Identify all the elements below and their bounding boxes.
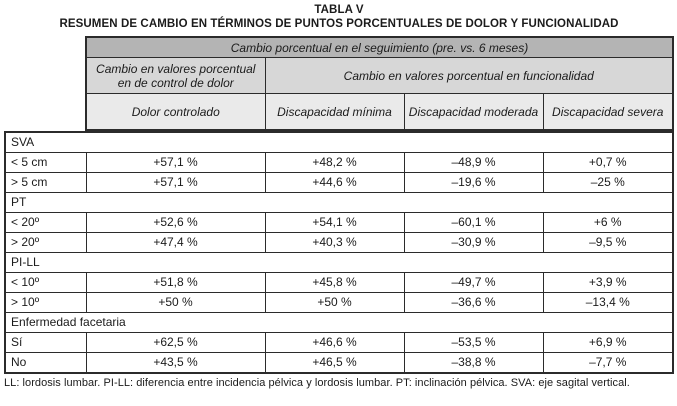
value-cell: +47,4 % [85,232,266,253]
summary-table: SVA < 5 cm +57,1 % +48,2 % –48,9 % +0,7 … [4,131,674,374]
value-cell: +62,5 % [85,332,266,353]
row-label-cell: > 10º [4,292,87,313]
value-cell: –48,9 % [403,152,544,173]
page: TABLA V RESUMEN DE CAMBIO EN TÉRMINOS DE… [4,3,674,389]
section-row-pt: PT [4,192,674,213]
data-row: < 10º +51,8 % +45,8 % –49,7 % +3,9 % [4,272,674,293]
value-cell: –38,8 % [403,352,544,374]
value-cell: –19,6 % [403,172,544,193]
section-label-cell: PT [4,192,674,213]
value-cell: –25 % [542,172,674,193]
value-cell: +43,5 % [85,352,266,374]
value-cell: +46,6 % [264,332,405,353]
value-cell: +44,6 % [264,172,405,193]
row-label-cell: No [4,352,87,374]
data-row: > 5 cm +57,1 % +44,6 % –19,6 % –25 % [4,172,674,193]
span-header-cell: Cambio porcentual en el seguimiento (pre… [85,36,674,58]
row-label-cell: > 20º [4,232,87,253]
section-row-sva: SVA [4,131,674,153]
column-header-cell-discapacidad-minima: Discapacidad mínima [264,93,405,131]
data-row: > 10º +50 % +50 % –36,6 % –13,4 % [4,292,674,313]
value-cell: –9,5 % [542,232,674,253]
value-cell: +45,8 % [264,272,405,293]
value-cell: +50 % [264,292,405,313]
section-row-enfermedad-facetaria: Enfermedad facetaria [4,312,674,333]
value-cell: +54,1 % [264,212,405,233]
header-group-row: Cambio en valores porcentual en de contr… [85,57,674,94]
value-cell: –49,7 % [403,272,544,293]
table-caption-number: TABLA V [314,4,364,16]
table-footnote: LL: lordosis lumbar. PI-LL: diferencia e… [4,377,630,389]
value-cell: +0,7 % [542,152,674,173]
value-cell: –36,6 % [403,292,544,313]
row-label-cell: < 5 cm [4,152,87,173]
value-cell: –53,5 % [403,332,544,353]
value-cell: +46,5 % [264,352,405,374]
column-header-cell-discapacidad-moderada: Discapacidad moderada [403,93,544,131]
value-cell: +50 % [85,292,266,313]
value-cell: +6 % [542,212,674,233]
row-label-cell: Sí [4,332,87,353]
value-cell: +57,1 % [85,172,266,193]
data-row: Sí +62,5 % +46,6 % –53,5 % +6,9 % [4,332,674,353]
column-header-cell-discapacidad-severa: Discapacidad severa [542,93,674,131]
value-cell: –60,1 % [403,212,544,233]
pain-group-header-cell: Cambio en valores porcentual en de contr… [85,57,266,94]
data-row: < 5 cm +57,1 % +48,2 % –48,9 % +0,7 % [4,152,674,173]
section-label-cell: SVA [4,131,674,153]
data-row: > 20º +47,4 % +40,3 % –30,9 % –9,5 % [4,232,674,253]
header-table: Cambio porcentual en el seguimiento (pre… [85,36,674,131]
value-cell: +57,1 % [85,152,266,173]
value-cell: +48,2 % [264,152,405,173]
section-row-pill: PI-LL [4,252,674,273]
function-group-header-cell: Cambio en valores porcentual en funciona… [264,57,674,94]
value-cell: +52,6 % [85,212,266,233]
value-cell: +40,3 % [264,232,405,253]
section-label-cell: Enfermedad facetaria [4,312,674,333]
row-label-cell: < 20º [4,212,87,233]
table-caption: TABLA V RESUMEN DE CAMBIO EN TÉRMINOS DE… [4,3,674,31]
value-cell: –13,4 % [542,292,674,313]
row-label-cell: < 10º [4,272,87,293]
row-label-cell: > 5 cm [4,172,87,193]
column-header-cell-dolor-controlado: Dolor controlado [85,93,266,131]
header-columns-row: Dolor controlado Discapacidad mínima Dis… [85,93,674,131]
value-cell: –7,7 % [542,352,674,374]
section-label-cell: PI-LL [4,252,674,273]
data-row: No +43,5 % +46,5 % –38,8 % –7,7 % [4,352,674,374]
table-caption-title: RESUMEN DE CAMBIO EN TÉRMINOS DE PUNTOS … [59,18,619,30]
value-cell: +6,9 % [542,332,674,353]
value-cell: +51,8 % [85,272,266,293]
value-cell: –30,9 % [403,232,544,253]
value-cell: +3,9 % [542,272,674,293]
data-row: < 20º +52,6 % +54,1 % –60,1 % +6 % [4,212,674,233]
header-span-row: Cambio porcentual en el seguimiento (pre… [85,36,674,58]
